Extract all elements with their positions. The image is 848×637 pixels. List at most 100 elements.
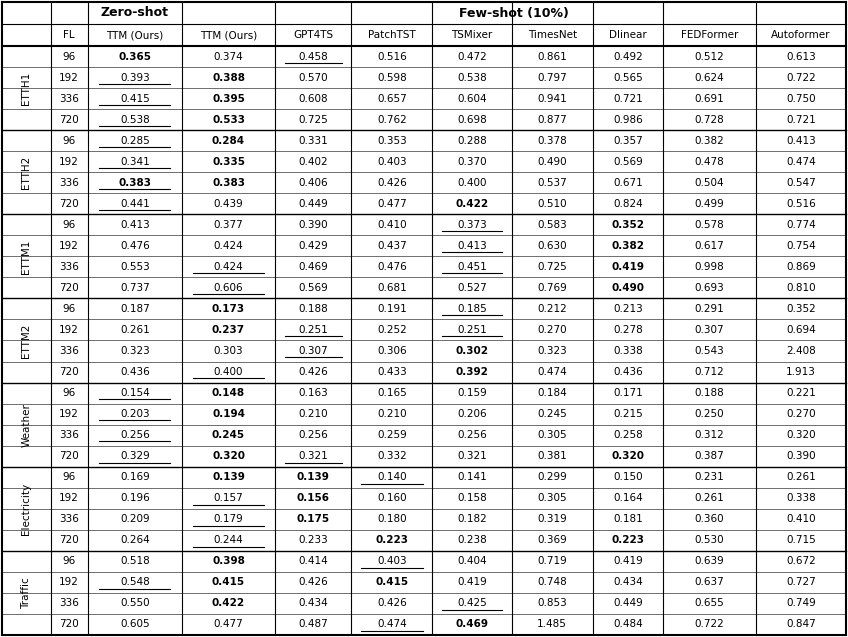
Text: 0.307: 0.307 (695, 325, 724, 335)
Text: 0.141: 0.141 (457, 472, 487, 482)
Text: 0.191: 0.191 (377, 304, 407, 314)
Text: 0.472: 0.472 (457, 52, 487, 62)
Text: 0.194: 0.194 (212, 409, 245, 419)
Text: 0.598: 0.598 (377, 73, 407, 83)
Text: 0.329: 0.329 (120, 451, 149, 461)
Text: 0.341: 0.341 (120, 157, 149, 167)
Text: 0.223: 0.223 (611, 535, 644, 545)
Text: 0.307: 0.307 (298, 346, 328, 356)
Text: 0.449: 0.449 (298, 199, 328, 209)
Text: 0.725: 0.725 (538, 262, 567, 272)
Text: 0.547: 0.547 (786, 178, 816, 188)
Text: 0.238: 0.238 (457, 535, 487, 545)
Text: 0.352: 0.352 (786, 304, 816, 314)
Text: 0.210: 0.210 (377, 409, 406, 419)
Text: 0.824: 0.824 (613, 199, 643, 209)
Text: 0.429: 0.429 (298, 241, 328, 251)
Text: 0.436: 0.436 (120, 367, 149, 377)
Text: 96: 96 (63, 388, 75, 398)
Text: 0.163: 0.163 (298, 388, 328, 398)
Text: 0.378: 0.378 (538, 136, 567, 146)
Text: Autoformer: Autoformer (771, 30, 830, 40)
Text: TTM (Ours): TTM (Ours) (200, 30, 257, 40)
Text: 192: 192 (59, 241, 79, 251)
Text: 0.171: 0.171 (613, 388, 643, 398)
Text: 192: 192 (59, 325, 79, 335)
Text: 0.499: 0.499 (695, 199, 724, 209)
Text: PatchTST: PatchTST (368, 30, 416, 40)
Text: 1.485: 1.485 (538, 619, 567, 629)
Text: Dlinear: Dlinear (609, 30, 647, 40)
Text: 0.425: 0.425 (457, 598, 487, 608)
Text: 96: 96 (63, 304, 75, 314)
Text: 0.527: 0.527 (457, 283, 487, 293)
Text: 720: 720 (59, 115, 79, 125)
Text: 0.256: 0.256 (457, 430, 487, 440)
Text: 0.404: 0.404 (457, 556, 487, 566)
Text: 0.719: 0.719 (538, 556, 567, 566)
Text: 0.335: 0.335 (212, 157, 245, 167)
Text: 0.533: 0.533 (212, 115, 245, 125)
Text: 0.439: 0.439 (214, 199, 243, 209)
Text: 0.617: 0.617 (695, 241, 724, 251)
Text: 0.213: 0.213 (613, 304, 643, 314)
Text: 0.722: 0.722 (786, 73, 816, 83)
Text: 0.415: 0.415 (120, 94, 149, 104)
Text: 0.402: 0.402 (298, 157, 328, 167)
Text: 0.184: 0.184 (538, 388, 567, 398)
Text: ETTH1: ETTH1 (21, 71, 31, 104)
Text: 0.320: 0.320 (212, 451, 245, 461)
Text: 0.639: 0.639 (695, 556, 724, 566)
Text: 0.762: 0.762 (377, 115, 407, 125)
Text: 0.414: 0.414 (298, 556, 328, 566)
Text: 0.698: 0.698 (457, 115, 487, 125)
Text: 0.373: 0.373 (457, 220, 487, 230)
Text: 0.270: 0.270 (538, 325, 567, 335)
Text: 0.323: 0.323 (538, 346, 567, 356)
Text: 0.388: 0.388 (212, 73, 245, 83)
Text: 0.606: 0.606 (214, 283, 243, 293)
Text: 0.774: 0.774 (786, 220, 816, 230)
Text: 0.512: 0.512 (695, 52, 724, 62)
Text: TSMixer: TSMixer (451, 30, 493, 40)
Text: 0.476: 0.476 (377, 262, 407, 272)
Text: 0.877: 0.877 (538, 115, 567, 125)
Text: 0.383: 0.383 (212, 178, 245, 188)
Text: Traffic: Traffic (21, 577, 31, 609)
Text: 0.403: 0.403 (377, 556, 406, 566)
Text: 0.245: 0.245 (212, 430, 245, 440)
Text: 0.159: 0.159 (457, 388, 487, 398)
Text: 336: 336 (59, 94, 79, 104)
Text: 0.181: 0.181 (613, 514, 643, 524)
Text: 0.548: 0.548 (120, 577, 149, 587)
Text: 0.518: 0.518 (120, 556, 149, 566)
Text: 0.188: 0.188 (695, 388, 724, 398)
Text: 0.986: 0.986 (613, 115, 643, 125)
Text: 0.179: 0.179 (214, 514, 243, 524)
Text: 0.434: 0.434 (613, 577, 643, 587)
Text: 0.374: 0.374 (214, 52, 243, 62)
Text: 2.408: 2.408 (786, 346, 816, 356)
Text: 0.321: 0.321 (457, 451, 487, 461)
Text: 0.553: 0.553 (120, 262, 149, 272)
Text: 0.413: 0.413 (457, 241, 487, 251)
Text: 0.565: 0.565 (613, 73, 643, 83)
Text: 0.436: 0.436 (613, 367, 643, 377)
Text: 0.728: 0.728 (695, 115, 724, 125)
Text: 0.284: 0.284 (212, 136, 245, 146)
Text: 0.608: 0.608 (298, 94, 328, 104)
Text: 0.387: 0.387 (695, 451, 724, 461)
Text: 96: 96 (63, 556, 75, 566)
Text: 0.209: 0.209 (120, 514, 149, 524)
Text: 0.578: 0.578 (695, 220, 724, 230)
Text: 0.398: 0.398 (212, 556, 245, 566)
Text: 0.196: 0.196 (120, 493, 149, 503)
Text: 192: 192 (59, 73, 79, 83)
Text: 0.303: 0.303 (214, 346, 243, 356)
Text: 0.419: 0.419 (613, 556, 643, 566)
Text: 0.212: 0.212 (538, 304, 567, 314)
Text: ETTH2: ETTH2 (21, 155, 31, 189)
Text: 0.691: 0.691 (695, 94, 724, 104)
Text: 0.148: 0.148 (212, 388, 245, 398)
Text: 0.657: 0.657 (377, 94, 407, 104)
